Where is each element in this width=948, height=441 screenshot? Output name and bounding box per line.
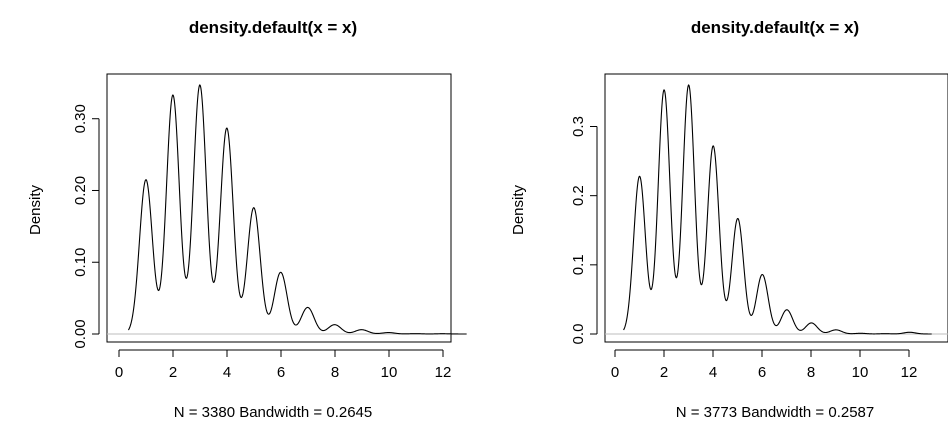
x-tick-label: 10 [381, 364, 398, 381]
x-tick-label: 2 [660, 364, 668, 381]
x-tick-label: 2 [169, 364, 177, 381]
x-tick-label: 6 [277, 364, 285, 381]
x-axis-right: 0 2 4 6 8 10 12 [611, 349, 918, 381]
x-tick-label: 8 [807, 364, 815, 381]
density-curve-right [623, 84, 932, 335]
y-axis-left: 0.00 0.10 0.20 0.30 [72, 104, 100, 349]
plot-frame-left [106, 73, 452, 343]
x-axis-left: 0 2 4 6 8 10 12 [115, 349, 452, 381]
y-axis-label-left: Density [27, 184, 44, 235]
x-tick-label: 8 [331, 364, 339, 381]
x-tick-label: 4 [223, 364, 231, 381]
x-tick-label: 12 [435, 364, 452, 381]
y-tick-label: 0.30 [72, 104, 89, 133]
y-tick-label: 0.3 [570, 116, 587, 137]
y-axis-label-right: Density [510, 184, 527, 235]
plot-title-right: density.default(x = x) [691, 18, 859, 37]
density-curve-left [127, 84, 467, 335]
x-tick-label: 10 [852, 364, 869, 381]
y-tick-label: 0.2 [570, 185, 587, 206]
y-tick-label: 0.20 [72, 176, 89, 205]
y-tick-label: 0.00 [72, 319, 89, 348]
x-tick-label: 12 [901, 364, 918, 381]
y-tick-label: 0.1 [570, 254, 587, 275]
y-axis-right: 0.0 0.1 0.2 0.3 [570, 116, 598, 345]
x-axis-label-right: N = 3773 Bandwidth = 0.2587 [676, 404, 875, 421]
y-tick-label: 0.10 [72, 248, 89, 277]
plot-title-left: density.default(x = x) [189, 18, 357, 37]
x-tick-label: 0 [115, 364, 123, 381]
density-plot-left: density.default(x = x) N = 3380 Bandwidt… [27, 18, 467, 421]
x-axis-label-left: N = 3380 Bandwidth = 0.2645 [174, 404, 373, 421]
x-tick-label: 0 [611, 364, 619, 381]
x-tick-label: 6 [758, 364, 766, 381]
plot-frame-right [604, 73, 948, 343]
y-tick-label: 0.0 [570, 324, 587, 345]
density-plot-right: density.default(x = x) N = 3773 Bandwidt… [510, 18, 948, 421]
x-tick-label: 4 [709, 364, 717, 381]
